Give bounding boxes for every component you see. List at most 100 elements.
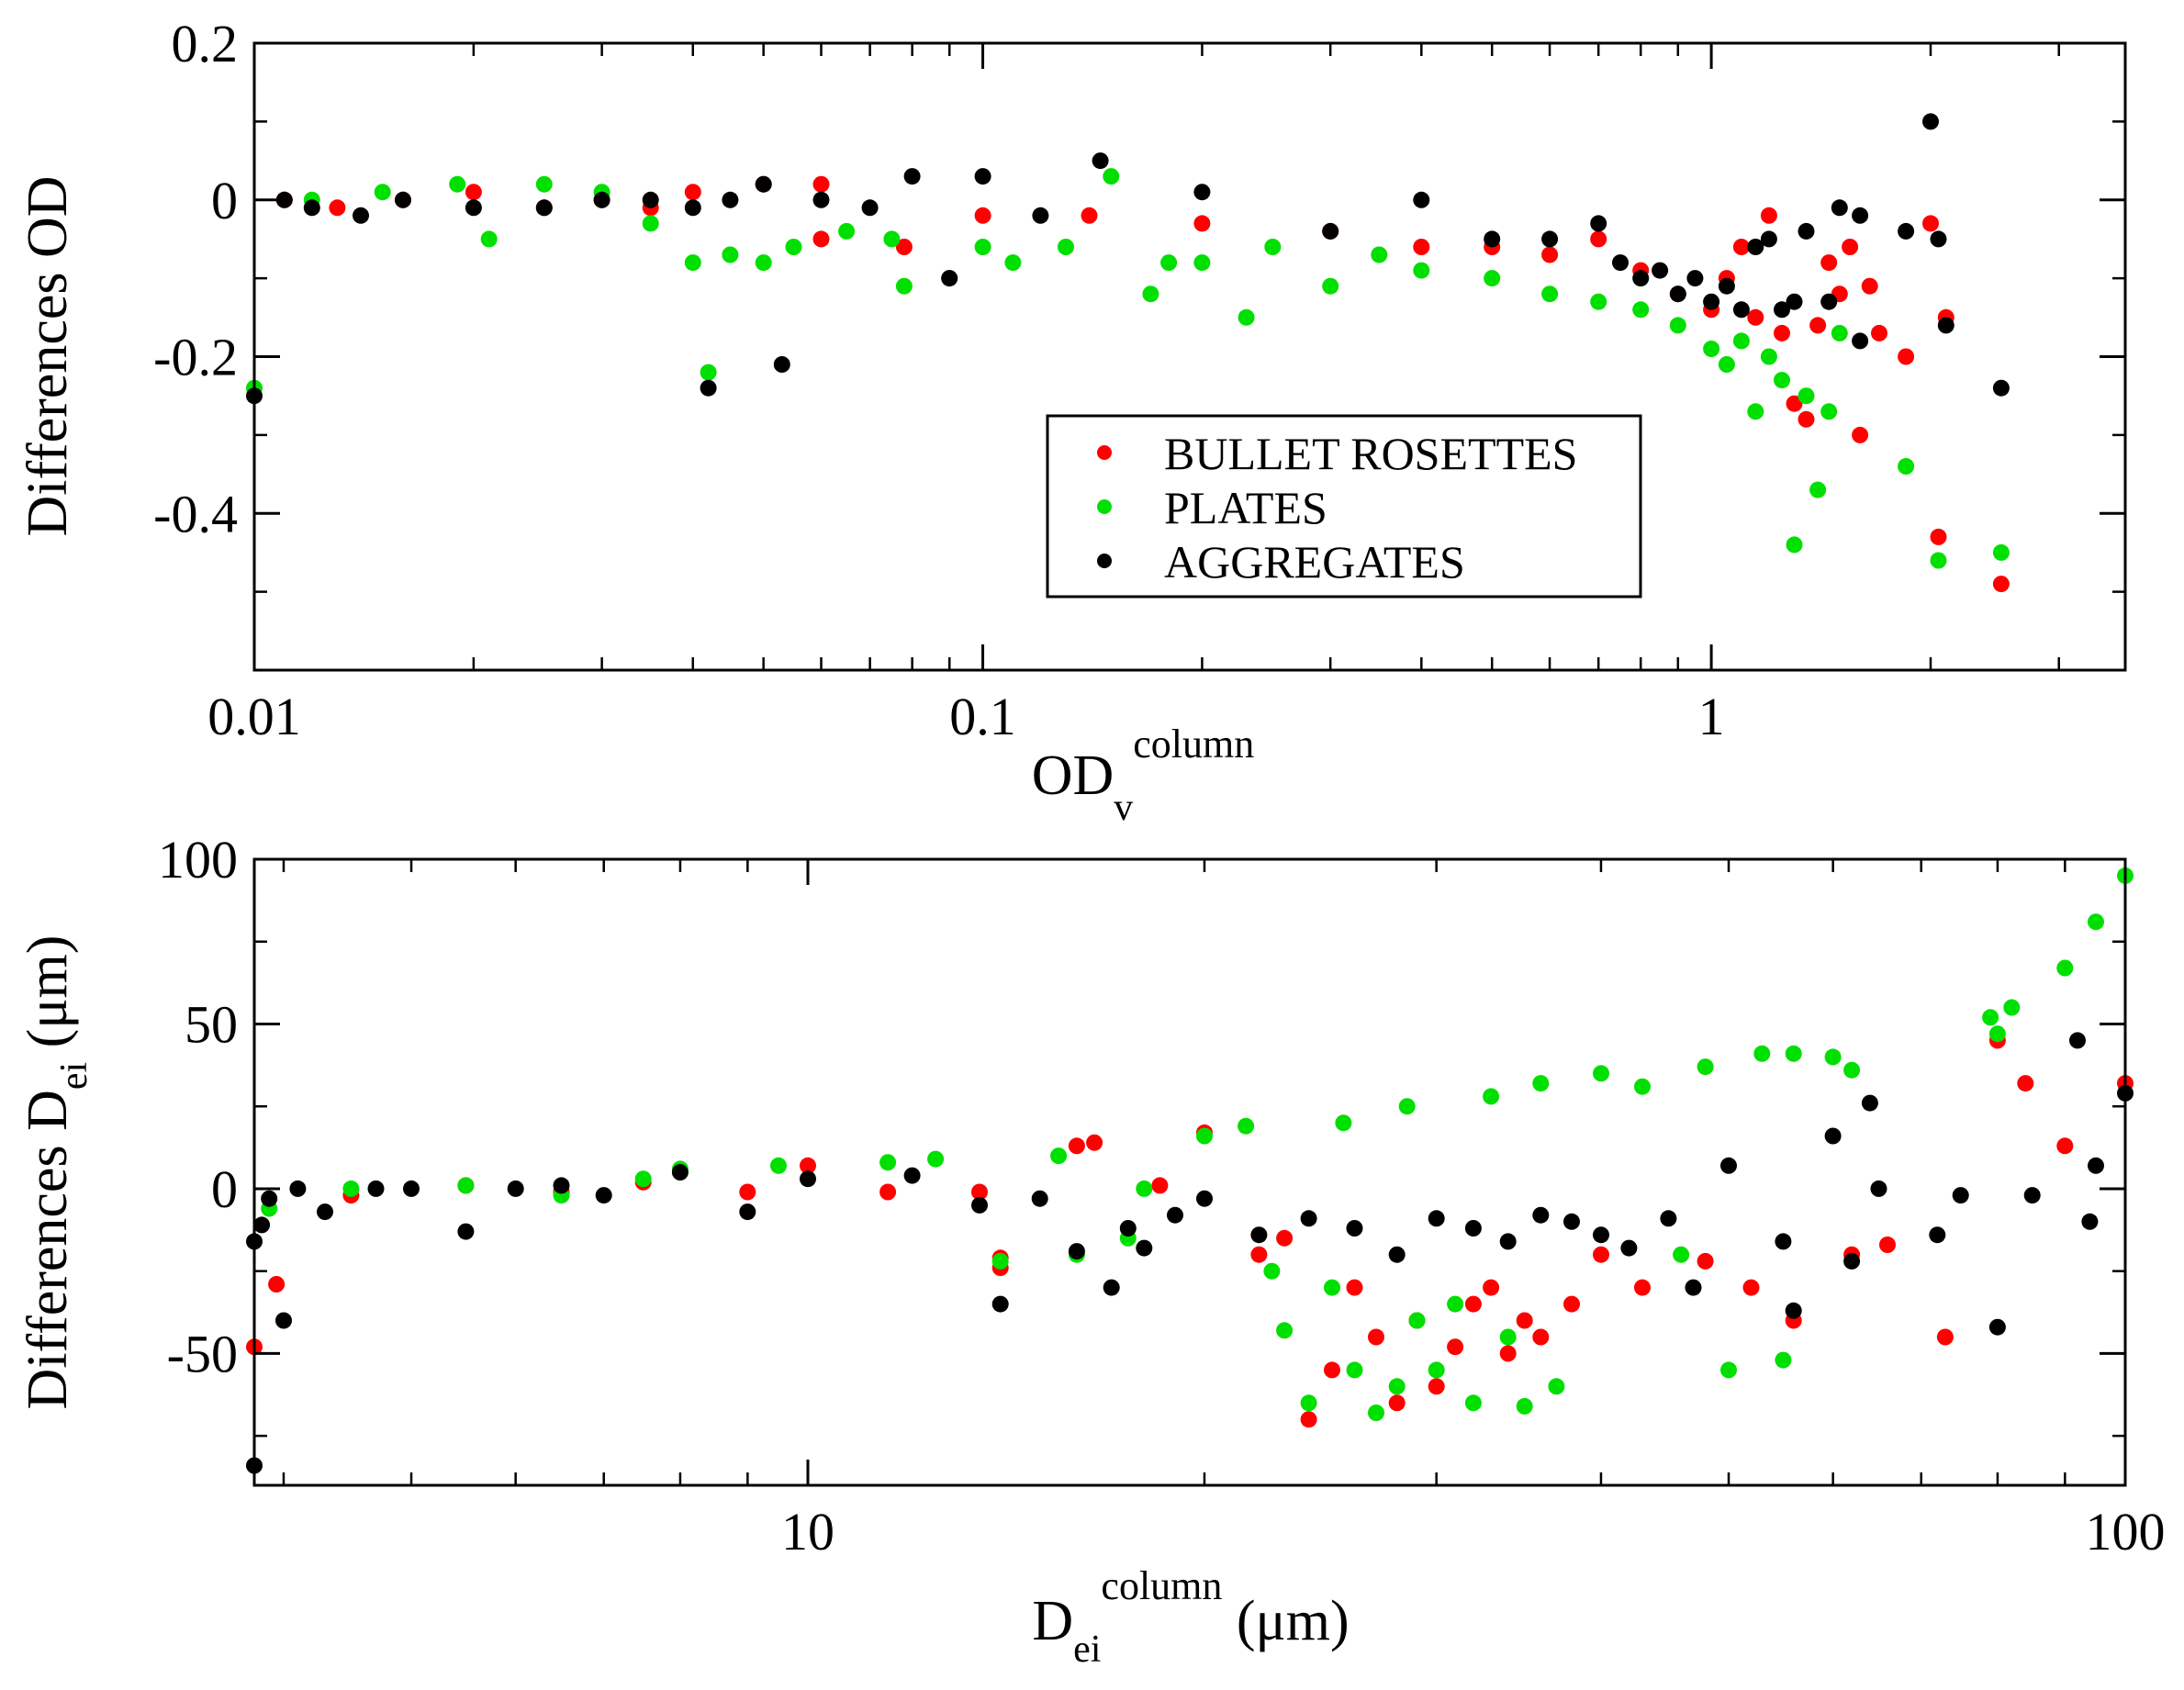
od-point-plates [722,246,739,263]
od-point-plates [1632,301,1650,319]
od-point-plates [1193,254,1211,272]
dei-point-aggregates [1388,1246,1406,1263]
od-point-aggregates [1774,301,1790,319]
dei-y-title-suffix: (μm) [17,935,79,1062]
dei-point-aggregates [1988,1318,2006,1336]
dei-point-bullet-rosettes [1634,1279,1651,1296]
dei-point-plates [2056,959,2074,977]
dei-point-plates [457,1177,475,1194]
dei-point-bullet-rosettes [1697,1252,1714,1270]
od-point-bullet-rosettes [895,239,913,255]
dei-point-aggregates [1250,1226,1268,1244]
od-point-aggregates [593,191,610,208]
dei-tick-labels: 10 100 100 50 0 -50 [158,830,2166,1561]
od-point-plates [1669,317,1686,334]
dei-point-bullet-rosettes [1151,1177,1169,1194]
od-point-plates [1809,481,1827,498]
dei-point-aggregates [1428,1210,1445,1227]
od-point-bullet-rosettes [1732,239,1750,255]
od-point-plates [1590,293,1607,310]
dei-point-aggregates [1103,1279,1120,1296]
dei-point-aggregates [1196,1190,1213,1207]
dei-point-plates [927,1150,945,1168]
od-point-aggregates [903,168,921,185]
od-point-bullet-rosettes [1922,215,1939,232]
dei-point-aggregates [1952,1187,1969,1204]
od-point-aggregates [1820,293,1838,310]
od-point-bullet-rosettes [1861,277,1878,295]
dei-point-plates [1136,1180,1153,1197]
od-point-aggregates [1484,230,1501,248]
od-y-tick-label: 0.2 [172,14,239,73]
dei-point-aggregates [903,1167,921,1184]
od-point-bullet-rosettes [1809,317,1827,334]
dei-point-plates [1593,1065,1609,1082]
dei-point-plates [1499,1328,1517,1346]
od-point-plates [1541,285,1559,303]
od-point-plates [1732,332,1750,350]
od-point-aggregates [1831,199,1848,217]
dei-point-bullet-rosettes [1499,1345,1517,1362]
dei-point-aggregates [317,1203,333,1221]
dei-point-aggregates [671,1164,689,1181]
od-point-plates [535,175,553,193]
od-point-aggregates [1322,222,1339,240]
od-point-plates [785,239,802,255]
od-point-aggregates [465,199,482,217]
dei-point-aggregates [403,1180,420,1197]
od-point-bullet-rosettes [1193,215,1211,232]
dei-point-aggregates [991,1295,1009,1313]
dei-point-aggregates [457,1223,475,1240]
od-point-aggregates [1193,184,1211,201]
legend-marker-aggregates [1097,554,1112,568]
od-point-aggregates [303,199,320,217]
dei-point-bullet-rosettes [1464,1295,1482,1313]
od-point-aggregates [353,207,369,224]
od-point-plates [449,175,466,193]
dei-point-plates [1368,1405,1384,1421]
od-point-plates [1413,262,1430,279]
dei-point-aggregates [2081,1213,2099,1230]
dei-point-bullet-rosettes [268,1276,286,1293]
dei-plot-frame [252,857,2127,1487]
dei-x-title-suffix: (μm) [1222,1590,1349,1652]
dei-point-plates [879,1154,897,1171]
od-point-aggregates [1413,191,1430,208]
dei-point-plates [1346,1361,1363,1379]
dei-point-aggregates [1775,1233,1792,1250]
od-point-aggregates [1632,270,1650,287]
legend-marker-plates [1097,499,1112,514]
dei-point-aggregates [1300,1210,1317,1227]
od-point-bullet-rosettes [974,207,991,224]
dei-point-bullet-rosettes [1516,1312,1533,1329]
od-point-bullet-rosettes [1992,576,2010,593]
dei-point-plates [770,1157,787,1174]
od-x-title-main: OD [1032,744,1114,807]
dei-y-tick-label: 50 [185,994,238,1054]
od-point-bullet-rosettes [465,184,482,201]
dei-y-title-main: Differences D [17,1090,79,1409]
od-point-aggregates [1686,270,1704,287]
dei-point-aggregates [261,1190,278,1207]
dei-point-plates [1428,1361,1445,1379]
od-point-bullet-rosettes [1541,246,1559,263]
od-point-aggregates [684,199,701,217]
dei-point-plates [1843,1061,1861,1079]
dei-x-title-main: D [1032,1590,1073,1652]
od-point-aggregates [1612,254,1629,272]
od-point-bullet-rosettes [1786,395,1803,412]
dei-y-axis-title: Differences Dei (μm) [17,935,95,1410]
od-point-bullet-rosettes [1898,348,1915,365]
dei-point-aggregates [1031,1190,1048,1207]
od-point-aggregates [1703,293,1720,310]
od-point-bullet-rosettes [684,184,701,201]
od-point-aggregates [1852,207,1869,224]
dei-point-bullet-rosettes [1068,1137,1085,1155]
od-point-bullet-rosettes [1760,207,1777,224]
dei-point-bullet-rosettes [1368,1328,1384,1346]
dei-point-aggregates [289,1180,307,1197]
dei-point-plates [1276,1322,1294,1339]
dei-point-bullet-rosettes [1879,1237,1896,1253]
dei-point-plates [1775,1351,1792,1369]
dei-point-aggregates [1068,1243,1085,1260]
